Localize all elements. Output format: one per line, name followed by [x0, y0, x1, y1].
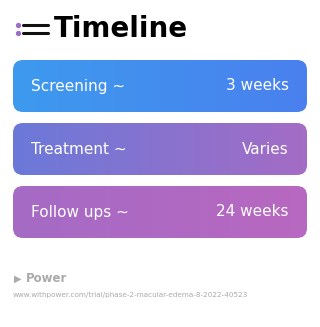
Text: Varies: Varies	[242, 142, 289, 157]
Text: www.withpower.com/trial/phase-2-macular-edema-8-2022-40523: www.withpower.com/trial/phase-2-macular-…	[13, 292, 248, 298]
Text: Follow ups ~: Follow ups ~	[31, 204, 129, 219]
Text: Screening ~: Screening ~	[31, 78, 125, 94]
Text: 3 weeks: 3 weeks	[226, 78, 289, 94]
FancyBboxPatch shape	[13, 186, 307, 238]
FancyBboxPatch shape	[13, 123, 307, 175]
Text: ▶: ▶	[14, 274, 21, 284]
Text: Power: Power	[26, 272, 68, 285]
Text: Timeline: Timeline	[54, 15, 188, 43]
Text: Treatment ~: Treatment ~	[31, 142, 127, 157]
Text: 24 weeks: 24 weeks	[217, 204, 289, 219]
FancyBboxPatch shape	[13, 60, 307, 112]
